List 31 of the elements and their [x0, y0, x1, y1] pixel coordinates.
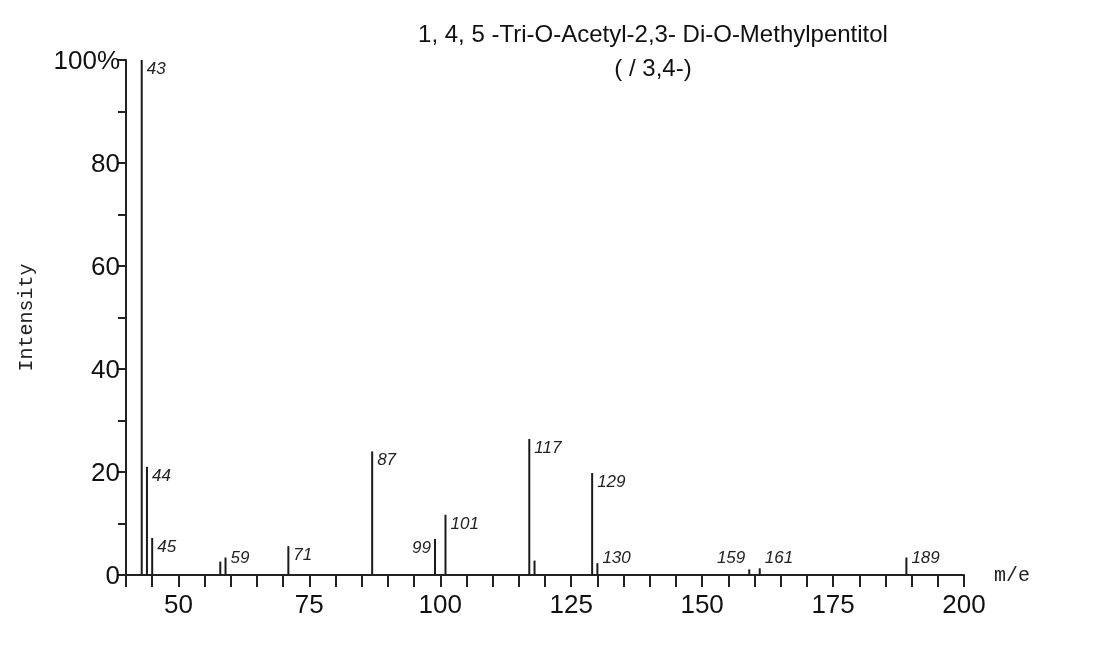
y-tick-label: 40 — [91, 354, 120, 384]
chart-subtitle: ( / 3,4-) — [614, 53, 692, 81]
y-tick-label: 0 — [105, 560, 120, 590]
x-axis-title: m/e — [994, 563, 1031, 587]
annotation: 71 — [293, 545, 313, 565]
y-axis-title: Intensity — [14, 263, 38, 372]
x-tick-label: 100 — [418, 589, 462, 619]
y-tick-label: 100% — [53, 45, 120, 75]
annotation: 161 — [764, 548, 794, 567]
x-tick-label: 50 — [163, 589, 193, 619]
x-tick-label: 75 — [294, 589, 324, 619]
annotation: 101 — [450, 513, 479, 533]
annotation: 117 — [534, 438, 562, 458]
annotation: 59 — [230, 548, 250, 567]
chart-title: 1, 4, 5 -Tri-O-Acetyl-2,3- Di-O-Methylpentitol — [418, 19, 888, 47]
annotation: 45 — [157, 536, 177, 556]
annotation: 87 — [377, 450, 397, 470]
annotation: 43 — [146, 59, 167, 78]
annotation: 44 — [151, 465, 171, 485]
x-tick-label: 175 — [811, 589, 855, 619]
annotation: 129 — [597, 472, 627, 492]
y-tick-label: 80 — [91, 148, 120, 178]
y-tick-label: 60 — [91, 251, 120, 281]
annotation: 99 — [412, 537, 432, 557]
y-tick-label: 20 — [91, 457, 120, 487]
annotation: 189 — [911, 548, 941, 567]
x-tick-label: 200 — [942, 589, 986, 619]
x-tick-label: 150 — [680, 589, 724, 619]
x-tick-label: 125 — [549, 589, 593, 619]
annotation: 130 — [602, 548, 632, 567]
annotation: 159 — [716, 548, 746, 567]
